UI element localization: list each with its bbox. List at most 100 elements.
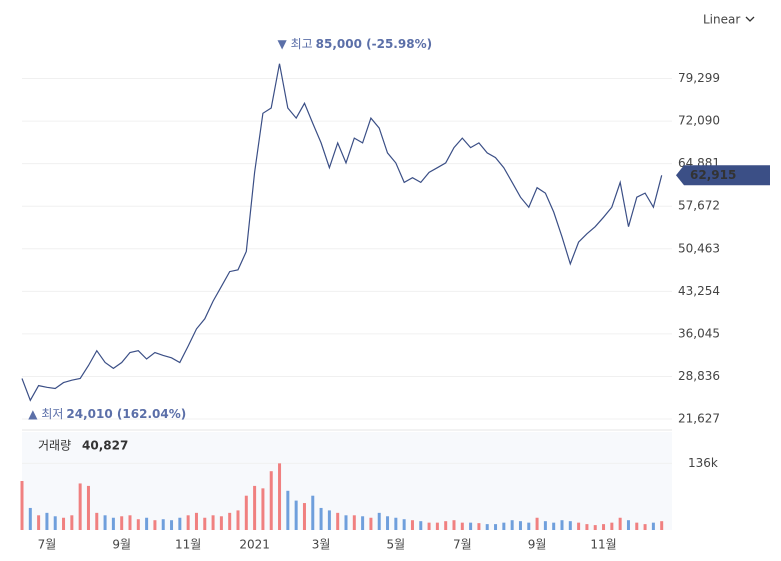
volume-bar xyxy=(244,495,248,530)
y-tick-label: 50,463 xyxy=(678,241,720,255)
x-tick-label: 3월 xyxy=(312,538,331,552)
x-tick-label: 9월 xyxy=(112,538,131,552)
y-tick-label: 21,627 xyxy=(678,412,720,426)
x-tick-label: 11월 xyxy=(175,538,201,552)
volume-bar xyxy=(186,515,190,530)
volume-bar xyxy=(527,522,531,530)
volume-bar xyxy=(62,517,66,530)
volume-bar xyxy=(261,488,265,530)
volume-bar xyxy=(53,516,57,530)
volume-tick-label: 136k xyxy=(688,456,718,470)
volume-bar xyxy=(20,481,24,530)
volume-bar xyxy=(153,520,157,530)
volume-bar xyxy=(651,522,655,530)
volume-bar xyxy=(120,516,124,530)
volume-bar xyxy=(502,522,506,530)
volume-bar xyxy=(294,500,298,530)
price-line xyxy=(21,63,663,402)
volume-current: 40,827 xyxy=(82,439,128,453)
low-annotation: ▲ 최저 24,010 (162.04%) xyxy=(28,407,186,421)
volume-bar xyxy=(485,524,489,530)
high-text: 85,000 (-25.98%) xyxy=(316,37,432,51)
last-value-label: 62,915 xyxy=(690,168,736,182)
x-tick-label: 7월 xyxy=(453,538,472,552)
x-tick-label: 2021 xyxy=(239,538,270,552)
volume-bar xyxy=(361,516,365,530)
volume-bar xyxy=(45,512,49,530)
x-tick-label: 11월 xyxy=(590,538,616,552)
high-annotation: ▼ 최고 85,000 (-25.98%) xyxy=(278,37,433,51)
volume-bar xyxy=(477,523,481,530)
volume-bar xyxy=(394,517,398,530)
volume-bar xyxy=(70,515,74,530)
x-tick-label: 5월 xyxy=(387,538,406,552)
volume-bar xyxy=(178,517,182,530)
volume-bar xyxy=(369,517,373,530)
volume-bar xyxy=(28,507,32,530)
volume-bar xyxy=(161,519,165,530)
volume-bar xyxy=(535,517,539,530)
volume-bar xyxy=(427,522,431,530)
volume-bar xyxy=(377,512,381,530)
volume-bar xyxy=(635,522,639,530)
volume-bar xyxy=(228,512,232,530)
volume-bar xyxy=(311,495,315,530)
volume-bar xyxy=(286,490,290,530)
volume-bar xyxy=(302,503,306,530)
volume-bar xyxy=(344,515,348,530)
volume-bar xyxy=(602,524,606,530)
low-text: 24,010 (162.04%) xyxy=(66,407,186,421)
volume-bar xyxy=(452,520,456,530)
volume-bar xyxy=(435,522,439,530)
volume-bar xyxy=(111,517,115,530)
volume-bar xyxy=(278,463,282,530)
volume-bar xyxy=(660,521,664,530)
volume-bar xyxy=(618,517,622,530)
volume-bar xyxy=(419,521,423,530)
volume-bar xyxy=(203,517,207,530)
y-tick-label: 43,254 xyxy=(678,284,720,298)
volume-bar xyxy=(336,512,340,530)
volume-bar xyxy=(444,521,448,530)
volume-bar xyxy=(86,485,90,530)
volume-bar xyxy=(510,520,514,530)
volume-bar xyxy=(78,483,82,530)
volume-panel xyxy=(22,432,672,530)
volume-bar xyxy=(593,525,597,530)
volume-bar xyxy=(543,521,547,530)
volume-bar xyxy=(269,471,273,530)
volume-bar xyxy=(37,515,41,530)
scale-selector[interactable]: Linear xyxy=(703,13,740,27)
volume-bar xyxy=(577,522,581,530)
volume-bar xyxy=(128,515,132,530)
volume-bar xyxy=(319,507,323,530)
volume-bar xyxy=(568,521,572,530)
volume-bar xyxy=(236,510,240,530)
last-value-badge xyxy=(676,165,770,186)
volume-bar xyxy=(460,522,464,530)
volume-bar xyxy=(518,521,522,530)
volume-bar xyxy=(136,519,140,530)
volume-bar xyxy=(386,516,390,530)
volume-bar xyxy=(219,516,223,530)
volume-bar xyxy=(170,520,174,530)
volume-bar xyxy=(552,522,556,530)
volume-bar xyxy=(194,512,198,530)
volume-bar xyxy=(626,520,630,530)
volume-bar xyxy=(585,524,589,530)
volume-bar xyxy=(352,515,356,530)
dropdown-arrow[interactable] xyxy=(745,16,755,22)
volume-bar xyxy=(95,512,99,530)
high-label: ▼ 최고 xyxy=(278,37,313,51)
volume-bar xyxy=(253,485,257,530)
volume-bar xyxy=(410,520,414,530)
volume-bar xyxy=(402,519,406,530)
y-tick-label: 57,672 xyxy=(678,199,720,213)
volume-bar xyxy=(103,515,107,530)
volume-bar xyxy=(211,515,215,530)
volume-title: 거래량 xyxy=(38,439,71,453)
volume-bar xyxy=(560,520,564,530)
volume-bar xyxy=(494,524,498,530)
volume-bar xyxy=(610,522,614,530)
volume-bar xyxy=(643,524,647,530)
